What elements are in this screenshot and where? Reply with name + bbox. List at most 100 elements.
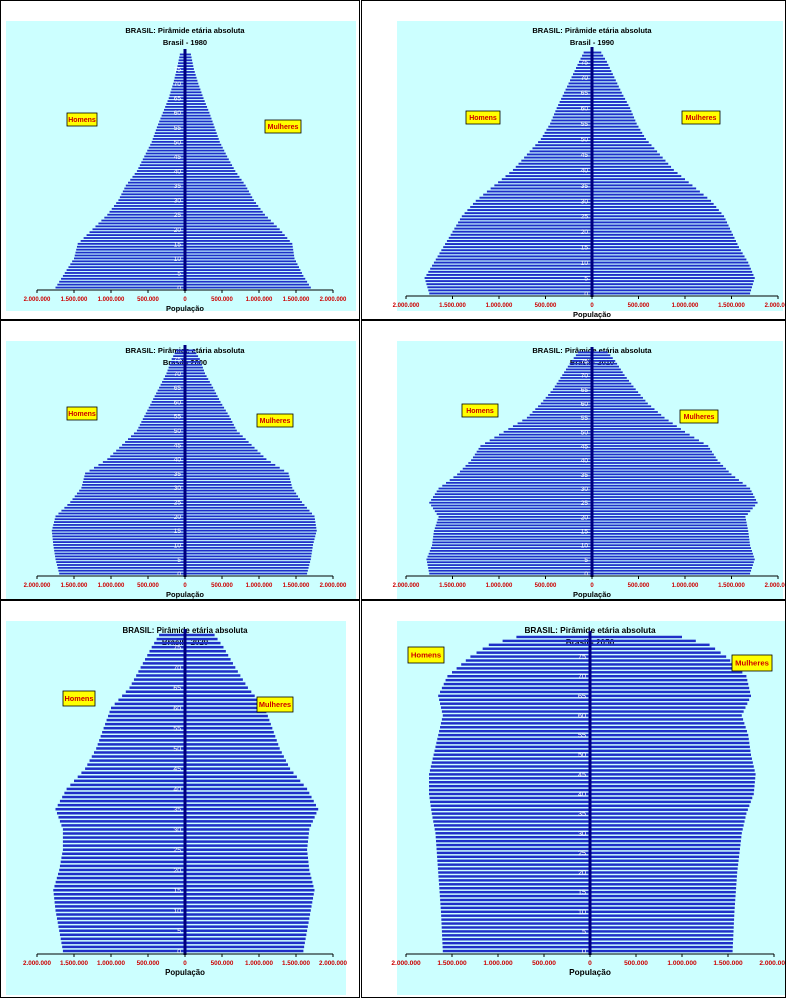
bar-left-age-75	[176, 68, 185, 70]
homens-badge: Homens	[62, 690, 96, 707]
bar-left-age-55	[526, 416, 592, 419]
bar-right-age-4	[592, 280, 754, 283]
bar-right-age-62	[592, 396, 643, 399]
bar-left-age-71	[452, 671, 590, 674]
bar-left-age-73	[461, 663, 590, 666]
bar-right-age-69	[590, 678, 748, 682]
bar-right-age-60	[185, 111, 210, 114]
bar-right-age-31	[185, 824, 312, 827]
bar-left-age-51	[97, 743, 185, 746]
bar-right-age-62	[185, 105, 208, 108]
bar-right-age-33	[185, 816, 315, 819]
bar-right-age-14	[185, 532, 316, 535]
bar-right-age-52	[185, 739, 277, 742]
bar-left-age-16	[80, 240, 185, 242]
mulheres-badge: Mulheres	[681, 110, 721, 125]
bar-left-age-45	[526, 153, 592, 156]
bar-right-age-57	[590, 726, 746, 729]
bar-right-age-45	[185, 767, 291, 770]
bar-left-age-53	[100, 735, 185, 738]
x-tick-label: 1.500.000	[61, 297, 88, 303]
bar-right-age-42	[590, 784, 755, 788]
bar-left-age-47	[532, 147, 592, 150]
x-tick-label: 1.000.000	[98, 297, 125, 303]
age-tick-label: 75	[174, 67, 182, 74]
bar-left-age-11	[435, 258, 592, 261]
bar-right-age-46	[590, 769, 755, 772]
bar-right-age-35	[590, 812, 747, 815]
bar-left-age-74	[569, 362, 592, 365]
bar-left-age-57	[147, 409, 185, 412]
bar-right-age-19	[592, 233, 733, 236]
bar-left-age-31	[119, 196, 185, 199]
bar-right-age-25	[185, 848, 308, 851]
bar-right-age-72	[185, 658, 231, 661]
bar-right-age-18	[592, 521, 747, 524]
bar-left-age-62	[440, 706, 590, 709]
bar-right-age-72	[592, 70, 612, 73]
bar-left-age-39	[102, 461, 185, 463]
x-tick-label: 0	[183, 297, 187, 303]
age-tick-label: 70	[174, 81, 182, 88]
bar-left-age-9	[53, 546, 185, 549]
bar-left-age-49	[93, 751, 185, 754]
age-tick-label: 10	[174, 256, 182, 263]
x-tick-label: 500.000	[137, 583, 159, 589]
bar-left-age-60	[540, 402, 592, 405]
bar-right-age-35	[185, 472, 289, 475]
bar-left-age-58	[554, 113, 592, 116]
bar-right-age-64	[592, 94, 624, 97]
bar-left-age-64	[157, 389, 185, 392]
x-tick-label: 2.000.000	[23, 960, 52, 967]
bar-right-age-46	[185, 441, 249, 443]
bar-left-age-13	[76, 248, 185, 251]
bar-left-age-45	[122, 443, 185, 446]
bar-left-age-14	[439, 894, 590, 898]
bar-left-age-73	[567, 365, 592, 368]
age-tick-label: 50	[174, 428, 182, 435]
age-tick-label: 40	[173, 786, 181, 793]
bar-left-age-31	[442, 484, 592, 487]
bar-left-age-23	[101, 219, 185, 222]
bar-left-age-59	[150, 403, 185, 406]
bar-left-age-24	[67, 504, 185, 506]
bar-left-age-13	[52, 535, 185, 538]
bar-right-age-75	[590, 655, 727, 658]
bar-right-age-53	[185, 735, 276, 738]
bar-left-age-65	[552, 388, 592, 391]
bar-right-age-39	[185, 461, 271, 463]
bar-right-age-32	[185, 481, 291, 483]
mulheres-badge: Mulheres	[256, 413, 294, 428]
bar-left-age-13	[439, 252, 592, 255]
bar-right-age-67	[592, 85, 619, 88]
mulheres-badge: Mulheres	[731, 654, 773, 672]
bar-right-age-34	[592, 476, 736, 479]
bar-right-age-47	[185, 149, 225, 152]
bar-left-age-43	[141, 161, 185, 164]
bar-left-age-20	[55, 515, 185, 518]
bar-left-age-6	[441, 926, 590, 929]
bar-right-age-13	[592, 535, 749, 538]
bar-right-age-31	[592, 484, 747, 487]
bar-left-age-49	[432, 757, 590, 760]
age-tick-label: 10	[581, 260, 589, 267]
bar-right-age-38	[590, 800, 751, 804]
bar-left-age-78	[583, 51, 592, 54]
age-tick-label: 5	[582, 928, 586, 936]
age-tick-label: 40	[174, 457, 182, 464]
bar-right-age-6	[185, 555, 312, 558]
bar-left-age-23	[458, 221, 592, 224]
bar-right-age-32	[185, 193, 251, 196]
chart-title: BRASIL: Pirâmide etária absoluta	[524, 626, 656, 635]
bar-right-age-9	[185, 546, 313, 549]
bar-left-age-46	[529, 150, 592, 153]
bar-left-age-2	[61, 941, 185, 945]
bar-left-age-8	[429, 550, 592, 552]
age-tick-label: 55	[581, 415, 589, 422]
bar-right-age-42	[185, 164, 233, 167]
bar-left-age-76	[154, 641, 185, 645]
bar-left-age-11	[440, 906, 590, 910]
x-tick-label: 500.000	[137, 960, 160, 967]
bar-right-age-20	[590, 871, 738, 874]
bar-right-age-55	[185, 415, 230, 418]
